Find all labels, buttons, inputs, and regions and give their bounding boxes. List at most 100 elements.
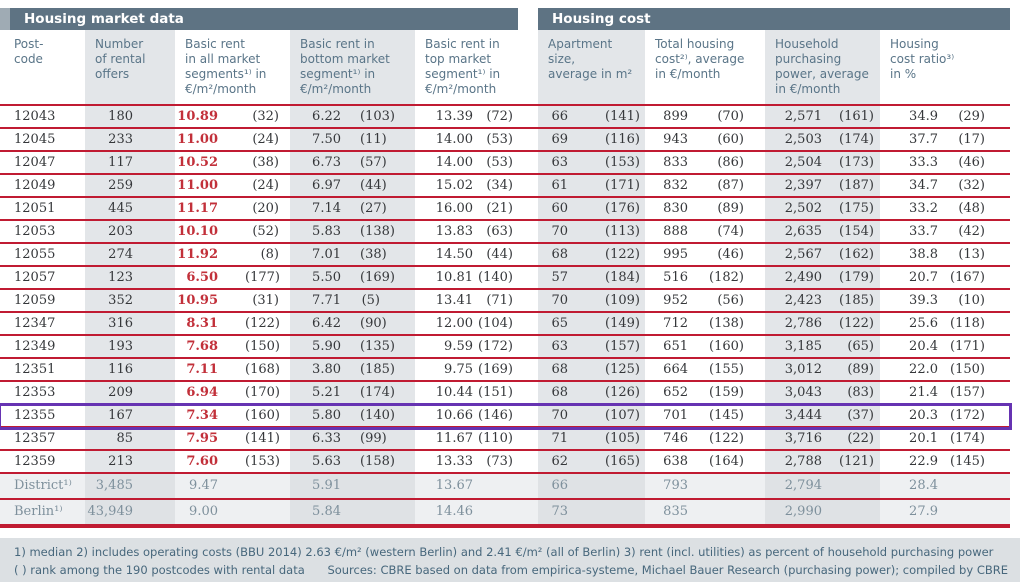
value-cell: 943 — [663, 132, 688, 147]
rank-cell: (150) — [950, 362, 985, 377]
table-row-highlighted: 12355 167 7.34 (160) 5.80 (140) 10.66 (146) 70 (1… — [0, 403, 1012, 430]
value-cell: 3,185 — [765, 336, 827, 357]
rank-cell: (145) — [709, 408, 744, 423]
postcode-cell: District¹⁾ — [0, 474, 85, 498]
rank-cell: (20) — [252, 201, 279, 216]
section-gap — [518, 129, 538, 150]
postcode-cell: 12359 — [14, 454, 56, 469]
value-cell: 11.17 — [177, 201, 218, 216]
rank-cell: (158) — [360, 451, 415, 472]
rank-cell — [707, 474, 765, 498]
rank-cell — [593, 500, 645, 524]
postcode-cell: 12351 — [14, 362, 56, 377]
rank-cell: (145) — [950, 454, 985, 469]
value-cell: 835 — [645, 500, 707, 524]
section-gap — [518, 382, 538, 403]
value-cell: 68 — [538, 382, 593, 403]
rank-cell: (174) — [360, 382, 415, 403]
section-gap — [518, 405, 538, 426]
rank-cell: (116) — [593, 129, 645, 150]
value-cell: 6.97 — [290, 175, 360, 196]
column-header-purchasing-power: Household purchasing power, average in €… — [765, 30, 880, 104]
value-cell: 651 — [663, 339, 688, 354]
value-cell: 712 — [663, 316, 688, 331]
value-cell: 259 — [85, 175, 175, 196]
rank-cell — [360, 474, 415, 498]
value-cell: 71 — [538, 428, 593, 449]
value-cell: 68 — [538, 244, 593, 265]
column-header-housing-cost: Total housing cost²⁾, average in €/month — [655, 37, 745, 81]
rank-cell: (109) — [593, 290, 645, 311]
summary-row: Berlin¹⁾ 43,949 9.00 5.84 14.46 73 835 2,990 27.… — [0, 500, 1010, 524]
value-cell: 2,490 — [765, 267, 827, 288]
value-cell: 60 — [538, 198, 593, 219]
value-cell: 11.92 — [177, 247, 218, 262]
rank-cell: (154) — [827, 221, 880, 242]
value-cell: 5.90 — [290, 336, 360, 357]
value-cell: 830 — [663, 201, 688, 216]
value-cell: 38.8 — [909, 247, 938, 262]
rank-cell: (113) — [593, 221, 645, 242]
section-gap — [518, 267, 538, 288]
value-cell: 2,571 — [765, 106, 827, 127]
value-cell: 6.73 — [290, 152, 360, 173]
rank-cell — [245, 474, 290, 498]
rank-cell: (56) — [717, 293, 744, 308]
value-cell: 6.33 — [290, 428, 360, 449]
rank-cell: (122) — [593, 244, 645, 265]
section-gap — [518, 221, 538, 242]
value-cell: 14.00 — [435, 132, 473, 147]
postcode-cell: 12049 — [14, 178, 56, 193]
header-left-notch — [0, 8, 10, 30]
rank-cell: (169) — [478, 362, 513, 377]
table-row: 12057 123 6.50 (177) 5.50 (169) 10.81 (140) 57 (1… — [0, 267, 1010, 290]
table-row: 12043 180 10.89 (32) 6.22 (103) 13.39 (72) 66 (14… — [0, 106, 1010, 129]
value-cell: 14.46 — [415, 500, 475, 524]
value-cell: 13.83 — [435, 224, 473, 239]
rank-cell: (57) — [360, 152, 415, 173]
value-cell: 14.50 — [435, 247, 473, 262]
value-cell: 27.9 — [880, 500, 940, 524]
section-gap — [518, 106, 538, 127]
section-gap — [518, 451, 538, 472]
value-cell: 8.31 — [186, 316, 218, 331]
value-cell: 20.3 — [909, 408, 938, 423]
value-cell: 2,567 — [765, 244, 827, 265]
rank-cell: (160) — [709, 339, 744, 354]
rank-cell: (24) — [252, 178, 279, 193]
rank-cell: (99) — [360, 428, 415, 449]
value-cell: 701 — [663, 408, 688, 423]
value-cell: 2,788 — [765, 451, 827, 472]
column-header-rental-offers: Number of rental offers — [85, 30, 175, 104]
rank-cell: (48) — [958, 201, 985, 216]
rank-cell: (63) — [486, 224, 513, 239]
value-cell: 2,794 — [765, 474, 827, 498]
value-cell: 233 — [85, 129, 175, 150]
rank-cell — [940, 500, 1010, 524]
value-cell: 62 — [538, 451, 593, 472]
value-cell: 203 — [85, 221, 175, 242]
value-cell: 10.89 — [177, 109, 218, 124]
value-cell: 69 — [538, 129, 593, 150]
rank-cell: (89) — [827, 359, 880, 380]
rank-cell: (8) — [260, 247, 279, 262]
value-cell: 9.59 — [444, 339, 473, 354]
section-gap — [518, 244, 538, 265]
value-cell: 37.7 — [909, 132, 938, 147]
rank-cell: (171) — [593, 175, 645, 196]
rank-cell: (175) — [827, 198, 880, 219]
rank-cell: (74) — [717, 224, 744, 239]
table-row: 12353 209 6.94 (170) 5.21 (174) 10.44 (151) 68 (1… — [0, 382, 1010, 405]
value-cell: 5.84 — [290, 500, 360, 524]
value-cell: 25.6 — [909, 316, 938, 331]
rank-cell: (160) — [245, 408, 280, 423]
rank-cell: (72) — [486, 109, 513, 124]
value-cell: 833 — [663, 155, 688, 170]
rank-cell: (70) — [717, 109, 744, 124]
rank-cell: (73) — [486, 454, 513, 469]
value-cell: 5.63 — [290, 451, 360, 472]
value-cell: 445 — [85, 198, 175, 219]
value-cell: 39.3 — [909, 293, 938, 308]
value-cell: 7.01 — [290, 244, 360, 265]
value-cell: 7.95 — [186, 431, 218, 446]
